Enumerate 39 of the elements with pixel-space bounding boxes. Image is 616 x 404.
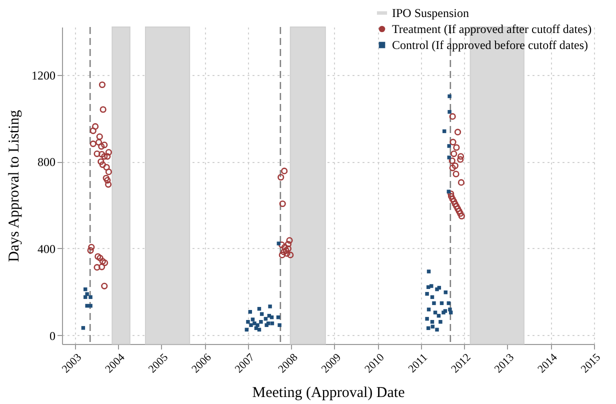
point [88,295,92,299]
point [268,304,272,308]
x-axis-title: Meeting (Approval) Date [252,384,406,401]
point [447,144,451,148]
point [430,295,434,299]
point [448,308,452,312]
point [448,94,452,98]
point [259,320,263,324]
point [250,318,255,322]
point [448,110,452,114]
point [438,320,442,324]
legend-label: Control (If approved before cutoff dates) [392,38,588,52]
legend-label: Treatment (If approved after cutoff dates) [392,22,592,36]
y-tick-label: 800 [38,155,56,170]
y-tick-label: 1200 [32,68,56,82]
point [85,292,89,296]
y-tick-label: 400 [38,242,56,256]
point [426,270,431,274]
legend-label: IPO Suspension [392,6,470,20]
y-tick-label: 0 [50,328,56,343]
point [446,190,451,194]
point [246,320,250,324]
point [426,308,431,312]
point [448,310,453,314]
point [249,323,253,327]
point [430,284,434,288]
point [260,312,264,316]
point [256,323,260,327]
point [435,328,439,332]
point [276,242,281,246]
point [81,326,86,330]
point [432,301,436,306]
point [447,156,451,160]
point [425,316,429,321]
y-axis-title: Days Approval to Listing [6,109,22,262]
point [425,292,429,296]
point [278,323,282,327]
point [433,310,438,314]
point [88,304,92,308]
